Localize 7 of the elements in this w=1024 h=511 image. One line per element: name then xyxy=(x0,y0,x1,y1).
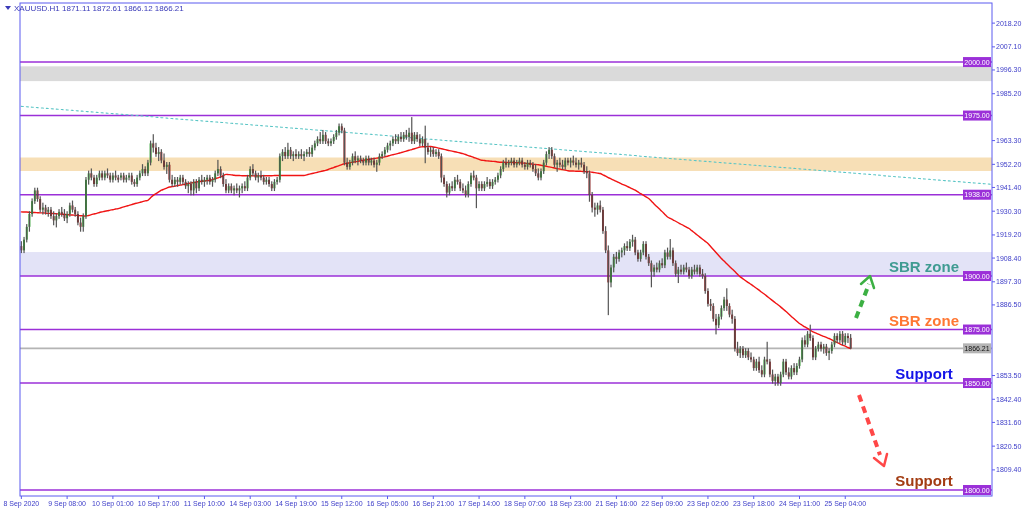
annotation: Support xyxy=(895,472,953,490)
annotation: Support xyxy=(895,365,953,383)
line-series xyxy=(20,145,852,350)
line-series xyxy=(20,105,992,185)
annotation: SBR zone xyxy=(888,258,960,276)
chart-title: XAUUSD.H1 1871.11 1872.61 1866.12 1866.21 xyxy=(14,4,185,13)
annotation: SBR zone xyxy=(888,311,960,329)
